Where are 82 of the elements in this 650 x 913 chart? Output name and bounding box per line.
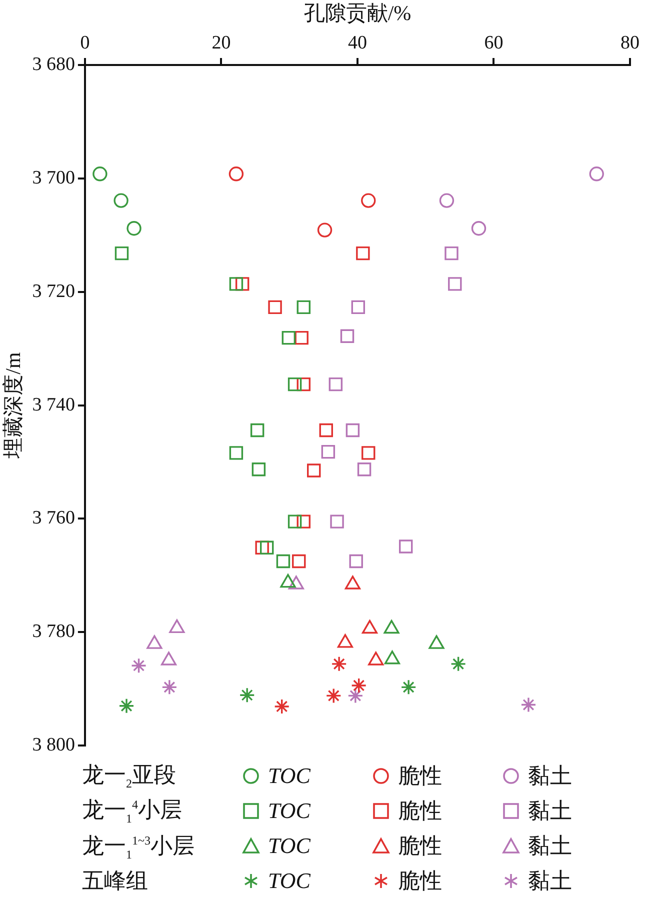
point: [326, 688, 342, 704]
point: [252, 462, 266, 476]
point: [114, 193, 128, 208]
point: [317, 222, 332, 238]
legend-label: 脆性: [398, 797, 442, 826]
point: [448, 277, 462, 291]
legend-label: 脆性: [398, 832, 442, 860]
text: 龙一$_{2}$亚段: [82, 761, 177, 792]
legend-label: TOC: [268, 833, 310, 860]
point: [296, 300, 311, 314]
point: [589, 166, 604, 182]
point: [330, 514, 344, 528]
text: 龙一$_{1}$$^{1~3}$小层: [82, 832, 196, 862]
point: [328, 377, 343, 392]
legend-label: 黏土: [528, 797, 572, 826]
legend-label: TOC: [268, 798, 310, 824]
legend-label: TOC: [268, 762, 310, 789]
point: [340, 329, 354, 343]
point: [356, 246, 370, 260]
point: [362, 446, 376, 460]
point: [346, 423, 360, 438]
x-tick-label: 20: [212, 32, 231, 54]
point: [361, 193, 376, 208]
point: [296, 514, 311, 528]
point: [118, 698, 134, 714]
point: [520, 696, 536, 713]
legend-label: 脆性: [398, 867, 442, 896]
point: [319, 423, 333, 438]
point: [250, 423, 264, 438]
y-tick-label: 3 680: [32, 54, 75, 75]
point: [260, 540, 274, 555]
point: [294, 330, 308, 345]
point: [228, 166, 244, 182]
y-tick-label: 3 800: [32, 734, 75, 756]
point: [349, 554, 363, 568]
point: [357, 462, 372, 476]
legend-label: 黏土: [528, 867, 572, 896]
point: [350, 678, 367, 694]
point: [471, 220, 486, 236]
legend-label: 脆性: [398, 762, 442, 790]
point: [321, 444, 336, 459]
point: [292, 554, 306, 568]
y-tick-label: 3 760: [32, 508, 75, 529]
point: [92, 166, 108, 182]
y-tick-label: 3 720: [32, 280, 75, 302]
legend-label: TOC: [268, 868, 310, 894]
point: [348, 688, 364, 704]
point: [114, 246, 129, 260]
point: [268, 300, 282, 314]
point: [288, 514, 302, 528]
x-tick-label: 80: [620, 32, 640, 54]
point: [162, 679, 178, 696]
x-axis-title: 孔隙贡献/%: [304, 1, 412, 26]
point: [288, 377, 302, 392]
x-tick-label: 40: [348, 32, 367, 54]
x-tick-label: 0: [80, 32, 90, 54]
point: [282, 330, 296, 345]
point: [276, 554, 290, 568]
legend-label: 黏土: [528, 832, 572, 860]
point: [229, 446, 244, 460]
point: [274, 698, 290, 714]
x-tick-label: 60: [484, 32, 504, 54]
point: [126, 220, 142, 236]
y-tick-label: 3 780: [32, 621, 75, 642]
point: [296, 377, 311, 392]
point: [444, 246, 458, 260]
point: [307, 464, 321, 478]
point: [229, 277, 244, 291]
point: [239, 687, 255, 703]
legend-label: 黏土: [528, 762, 572, 790]
text: 龙一$_{1}$$^{4}$小层: [82, 796, 183, 827]
y-tick-label: 3 740: [32, 394, 75, 416]
point: [450, 656, 466, 672]
point: [331, 656, 347, 672]
point: [398, 540, 413, 554]
y-axis-title: 埋藏深度/m: [1, 352, 26, 460]
point: [439, 193, 454, 208]
point: [400, 679, 416, 696]
text: 五峰组: [82, 867, 149, 896]
point: [130, 658, 147, 674]
point: [351, 300, 366, 314]
y-tick-label: 3 700: [32, 167, 75, 188]
